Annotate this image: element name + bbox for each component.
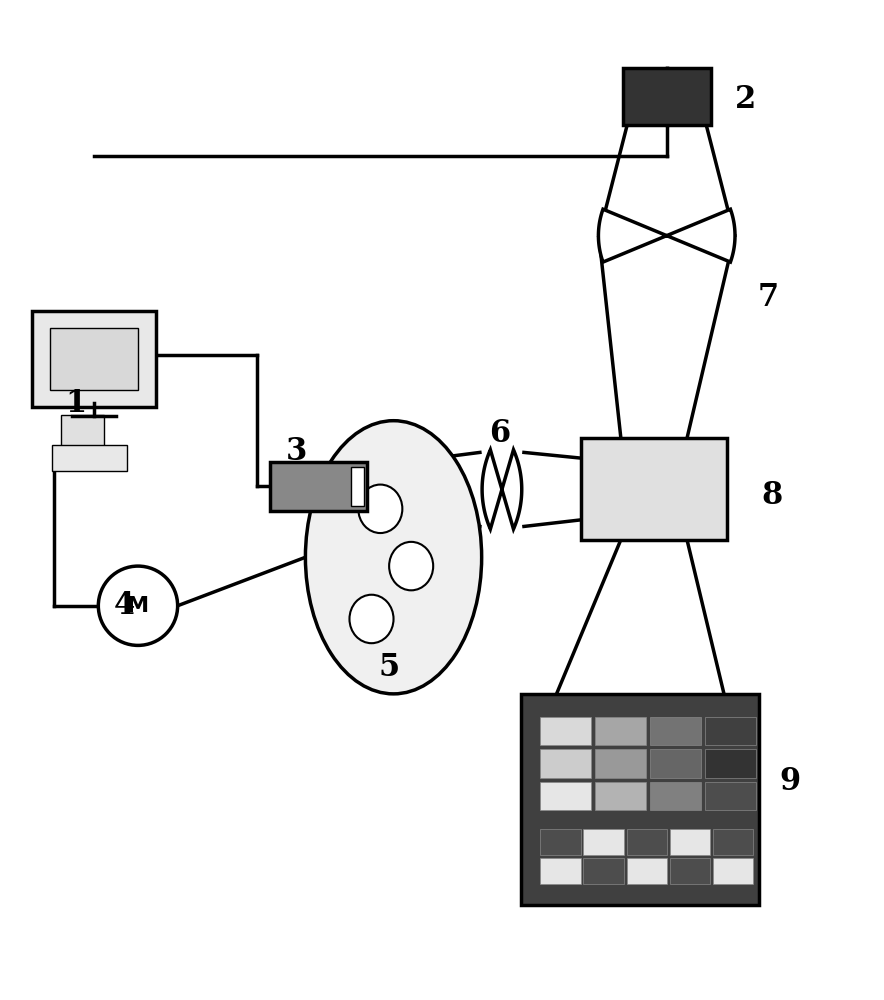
Ellipse shape (305, 421, 482, 694)
FancyBboxPatch shape (32, 311, 156, 407)
FancyBboxPatch shape (271, 462, 367, 511)
Circle shape (98, 566, 178, 645)
FancyBboxPatch shape (705, 782, 756, 810)
FancyBboxPatch shape (50, 328, 138, 390)
FancyBboxPatch shape (705, 717, 756, 745)
Polygon shape (598, 209, 735, 262)
Text: 2: 2 (735, 84, 757, 115)
Text: 7: 7 (758, 282, 779, 313)
FancyBboxPatch shape (627, 829, 667, 855)
FancyBboxPatch shape (540, 717, 591, 745)
FancyBboxPatch shape (595, 782, 646, 810)
FancyBboxPatch shape (351, 467, 364, 506)
FancyBboxPatch shape (622, 68, 711, 125)
FancyBboxPatch shape (540, 829, 581, 855)
FancyBboxPatch shape (61, 415, 104, 453)
FancyBboxPatch shape (522, 694, 759, 905)
Text: 6: 6 (489, 418, 510, 449)
FancyBboxPatch shape (669, 858, 710, 884)
Text: 1: 1 (65, 388, 87, 419)
FancyBboxPatch shape (713, 829, 753, 855)
FancyBboxPatch shape (540, 749, 591, 778)
Text: 9: 9 (780, 766, 801, 797)
FancyBboxPatch shape (540, 858, 581, 884)
FancyBboxPatch shape (705, 749, 756, 778)
Text: 8: 8 (762, 480, 783, 511)
FancyBboxPatch shape (627, 858, 667, 884)
FancyBboxPatch shape (651, 717, 701, 745)
FancyBboxPatch shape (540, 782, 591, 810)
FancyBboxPatch shape (669, 829, 710, 855)
FancyBboxPatch shape (595, 749, 646, 778)
FancyBboxPatch shape (595, 717, 646, 745)
FancyBboxPatch shape (583, 858, 624, 884)
Polygon shape (482, 450, 522, 529)
Text: 5: 5 (378, 652, 400, 683)
Text: 3: 3 (286, 436, 308, 467)
FancyBboxPatch shape (582, 438, 727, 540)
FancyBboxPatch shape (651, 782, 701, 810)
FancyBboxPatch shape (713, 858, 753, 884)
Ellipse shape (358, 485, 402, 533)
Text: 4: 4 (114, 590, 135, 621)
Text: M: M (127, 596, 149, 616)
FancyBboxPatch shape (651, 749, 701, 778)
FancyBboxPatch shape (583, 829, 624, 855)
FancyBboxPatch shape (52, 445, 126, 471)
Ellipse shape (349, 595, 393, 643)
Ellipse shape (389, 542, 433, 590)
